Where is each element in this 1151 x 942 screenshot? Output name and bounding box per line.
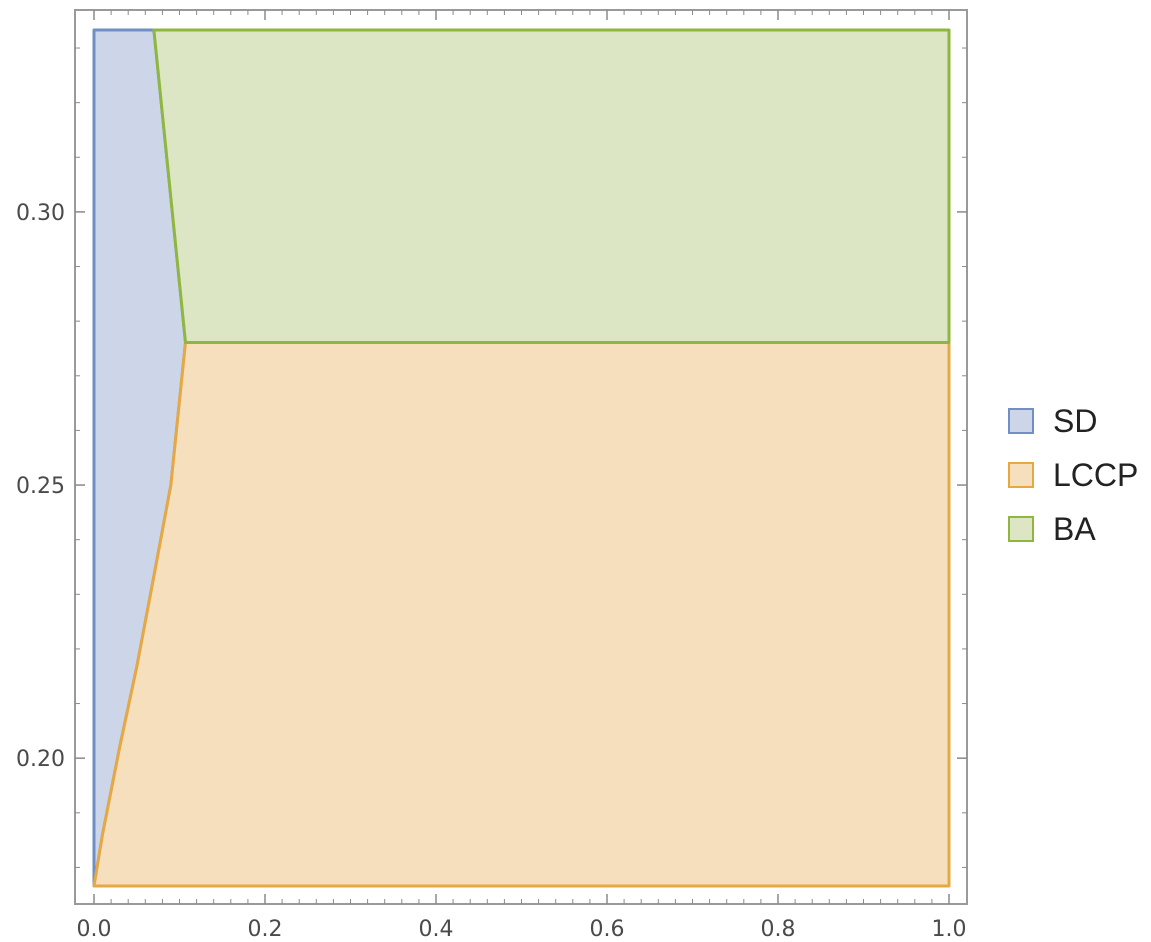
region-ba: [154, 30, 949, 343]
legend-swatch-sd: [1009, 409, 1033, 433]
x-tick-label: 1.0: [932, 917, 967, 942]
y-tick-label: 0.25: [16, 474, 65, 499]
x-tick-label: 0.0: [77, 917, 112, 942]
legend-label-sd: SD: [1053, 403, 1097, 439]
legend-label-lccp: LCCP: [1053, 457, 1138, 493]
x-tick-label: 0.8: [761, 917, 796, 942]
y-tick-label: 0.20: [16, 747, 65, 772]
x-tick-label: 0.2: [248, 917, 283, 942]
legend: SD LCCP BA: [1009, 403, 1138, 547]
legend-swatch-ba: [1009, 517, 1033, 541]
legend-swatch-lccp: [1009, 463, 1033, 487]
y-tick-label: 0.30: [16, 201, 65, 226]
legend-label-ba: BA: [1053, 511, 1096, 547]
regions-layer: [94, 30, 949, 886]
region-lccp: [94, 343, 949, 887]
x-tick-label: 0.6: [590, 917, 625, 942]
x-tick-label: 0.4: [419, 917, 454, 942]
